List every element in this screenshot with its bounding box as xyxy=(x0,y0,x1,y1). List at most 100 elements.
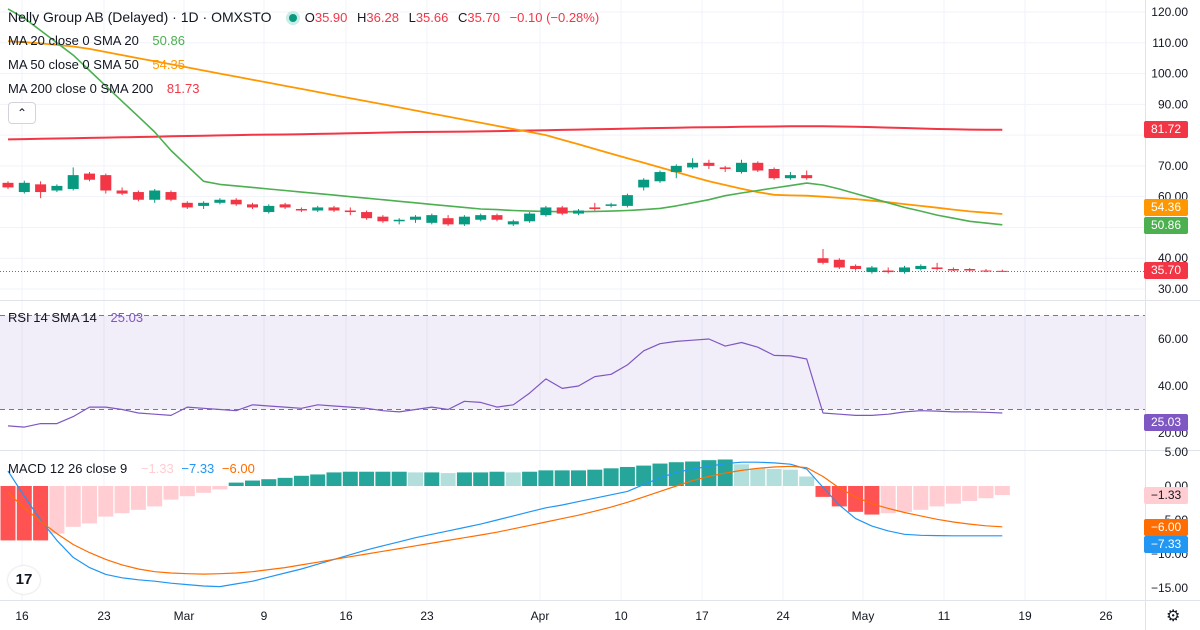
candle-body xyxy=(165,192,177,200)
macd-histogram-bar xyxy=(277,477,293,486)
macd-histogram-bar xyxy=(342,471,358,486)
macd-signal-line xyxy=(7,465,1003,575)
candle xyxy=(165,190,177,202)
candle xyxy=(132,190,144,202)
symbol-header: Nelly Group AB (Delayed) · 1D · OMXSTO O… xyxy=(8,9,605,25)
legend-ma20[interactable]: MA 20 close 0 SMA 20 50.86 xyxy=(8,33,189,48)
macd-histogram-bar xyxy=(424,472,440,486)
time-axis-tick-label: Mar xyxy=(174,609,195,623)
time-axis-tick-label: 19 xyxy=(1018,609,1032,623)
candle-body xyxy=(458,216,470,225)
collapse-legend-button[interactable]: ⌃ xyxy=(8,102,36,124)
candle xyxy=(247,202,258,209)
candle xyxy=(524,212,536,223)
macd-histogram-bar xyxy=(652,463,668,486)
macd-histogram-bar xyxy=(603,468,619,486)
candle-body xyxy=(507,221,519,225)
price-axis-tick-label: 120.00 xyxy=(1151,5,1188,19)
macd-histogram-bar xyxy=(16,486,32,541)
macd-histogram-bar xyxy=(163,486,179,500)
candle-body xyxy=(638,179,650,188)
ma20-line xyxy=(7,8,1003,226)
macd-histogram-bar xyxy=(701,460,717,486)
ma200-line xyxy=(7,125,1003,141)
candle xyxy=(621,193,633,208)
candle xyxy=(344,207,356,216)
macd-histogram-bar xyxy=(456,472,472,486)
candle-body xyxy=(980,270,992,272)
candle xyxy=(410,215,421,223)
time-axis-tick-label: Apr xyxy=(531,609,550,623)
legend-ma50[interactable]: MA 50 close 0 SMA 50 54.35 xyxy=(8,57,189,72)
time-axis-tick-label: May xyxy=(852,609,875,623)
open-label: O xyxy=(304,10,315,25)
close-value: 35.70 xyxy=(467,10,500,25)
macd-signal-value: −6.00 xyxy=(221,461,255,476)
price-axis-tick-label: 110.00 xyxy=(1152,36,1188,50)
candle-body xyxy=(768,168,780,179)
candle xyxy=(426,213,438,225)
macd-histogram xyxy=(0,459,1010,541)
macd-histogram-bar xyxy=(489,471,505,486)
candle-body xyxy=(703,162,715,166)
legend-ma200[interactable]: MA 200 close 0 SMA 200 81.73 xyxy=(8,81,203,96)
candle-body xyxy=(132,192,144,200)
candle xyxy=(279,202,291,209)
legend-macd[interactable]: MACD 12 26 close 9 −1.33 −7.33 −6.00 xyxy=(8,461,259,476)
macd-name: MACD 12 26 close 9 xyxy=(8,461,128,476)
time-axis-tick-label: 16 xyxy=(339,609,353,623)
candle-body xyxy=(328,207,340,211)
candle xyxy=(393,218,405,225)
candle xyxy=(850,264,862,271)
time-axis-tick-label: 23 xyxy=(97,609,111,623)
candle-body xyxy=(84,173,95,180)
candle xyxy=(801,170,813,180)
candle xyxy=(116,187,128,196)
macd-histogram-bar xyxy=(994,486,1010,496)
macd-line xyxy=(7,461,1003,588)
macd-histogram-bar xyxy=(897,486,912,512)
rsi-value: 25.03 xyxy=(110,310,144,325)
candle xyxy=(295,207,307,213)
candle-body xyxy=(149,190,161,200)
gear-icon[interactable]: ⚙ xyxy=(1166,608,1181,625)
candle xyxy=(784,172,796,180)
low-label: L xyxy=(408,10,416,25)
candle xyxy=(687,158,699,169)
candle xyxy=(491,213,503,222)
candle xyxy=(51,184,63,193)
candle xyxy=(980,268,992,273)
candle-body xyxy=(947,268,959,271)
candle-body xyxy=(377,216,389,222)
symbol-title[interactable]: Nelly Group AB (Delayed) · 1D · OMXSTO xyxy=(8,9,272,25)
candle xyxy=(817,248,829,265)
candle-body xyxy=(736,162,747,173)
candle xyxy=(899,265,910,274)
macd-histogram-bar xyxy=(359,471,375,486)
candle-body xyxy=(654,172,666,182)
candle xyxy=(149,188,161,203)
macd-histogram-bar xyxy=(945,486,961,504)
rsi-band xyxy=(0,315,1145,410)
candle-body xyxy=(247,204,258,208)
candle xyxy=(882,267,894,274)
macd-histogram-bar xyxy=(0,486,16,541)
macd-histogram-bar xyxy=(522,471,538,486)
macd-histogram-bar xyxy=(766,469,782,486)
tradingview-logo-icon[interactable]: 17 xyxy=(8,566,40,594)
candle-body xyxy=(784,175,796,179)
candle xyxy=(719,165,731,173)
macd-histogram-bar xyxy=(65,486,81,527)
legend-rsi[interactable]: RSI 14 SMA 14 25.03 xyxy=(8,310,147,325)
ma20-value: 50.86 xyxy=(152,33,185,48)
macd-histogram-bar xyxy=(913,486,929,510)
candle xyxy=(214,198,226,205)
candle-body xyxy=(2,182,14,188)
candle-body xyxy=(198,202,210,206)
candle-body xyxy=(605,204,617,206)
time-axis-tick-label: 26 xyxy=(1099,609,1113,623)
candle-body xyxy=(719,167,731,169)
candle-body xyxy=(35,184,47,193)
macd-histogram-bar xyxy=(880,486,896,514)
